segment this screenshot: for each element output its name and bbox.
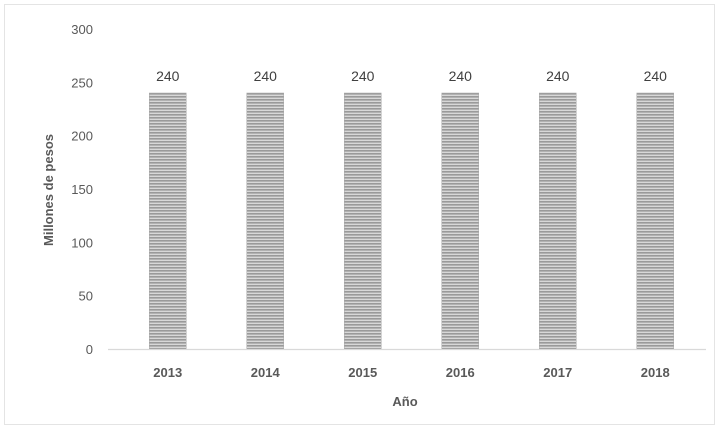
x-tick-label: 2014 bbox=[251, 365, 281, 380]
y-tick-label: 300 bbox=[71, 22, 93, 37]
data-labels: 240 240 240 240 240 240 bbox=[156, 68, 667, 84]
x-tick-label: 2018 bbox=[641, 365, 670, 380]
bar bbox=[344, 92, 382, 350]
bar bbox=[636, 92, 674, 350]
bars bbox=[149, 92, 674, 350]
data-label: 240 bbox=[644, 68, 668, 84]
y-tick-label: 150 bbox=[71, 182, 93, 197]
bar bbox=[149, 92, 187, 350]
x-axis-title: Año bbox=[392, 394, 417, 409]
data-label: 240 bbox=[449, 68, 473, 84]
data-label: 240 bbox=[156, 68, 180, 84]
bar bbox=[441, 92, 479, 350]
bar bbox=[539, 92, 577, 350]
x-tick-label: 2015 bbox=[348, 365, 377, 380]
x-tick-label: 2013 bbox=[153, 365, 182, 380]
bar bbox=[246, 92, 284, 350]
data-label: 240 bbox=[351, 68, 375, 84]
y-tick-label: 0 bbox=[86, 342, 93, 357]
x-tick-label: 2017 bbox=[543, 365, 572, 380]
y-tick-label: 50 bbox=[79, 289, 93, 304]
x-axis-ticks: 2013 2014 2015 2016 2017 2018 bbox=[153, 365, 669, 380]
y-tick-label: 250 bbox=[71, 75, 93, 90]
data-label: 240 bbox=[546, 68, 570, 84]
x-tick-label: 2016 bbox=[446, 365, 475, 380]
data-label: 240 bbox=[254, 68, 278, 84]
y-tick-label: 100 bbox=[71, 235, 93, 250]
y-tick-label: 200 bbox=[71, 129, 93, 144]
y-axis-title: Millones de pesos bbox=[41, 134, 56, 246]
y-axis-ticks: 0 50 100 150 200 250 300 bbox=[71, 22, 93, 357]
